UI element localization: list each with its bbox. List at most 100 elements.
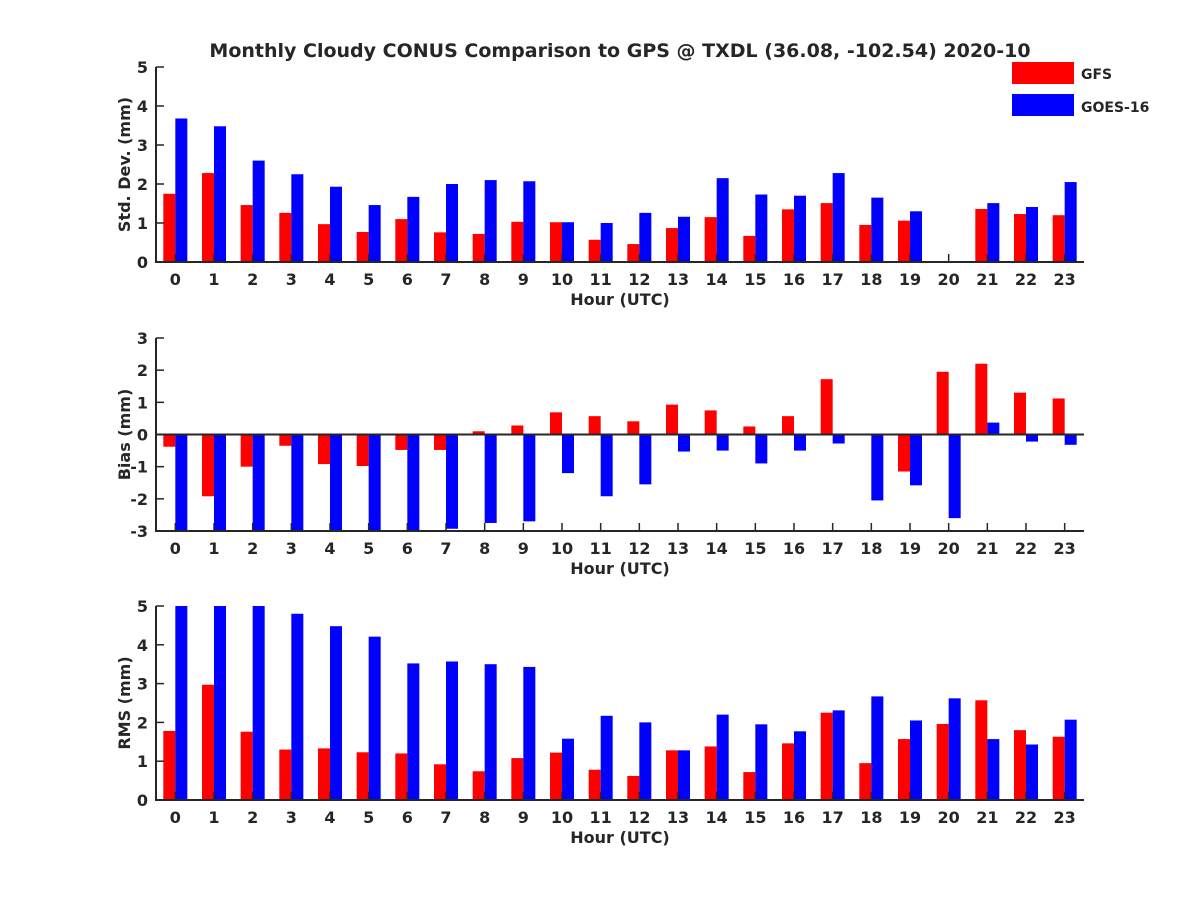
bar-rms-gfs-hour-9 (511, 758, 524, 800)
x-tick-label-std-dev: 23 (1054, 270, 1076, 289)
bar-rms-gfs-hour-16 (782, 743, 794, 800)
x-tick-label-std-dev: 0 (170, 270, 181, 289)
bar-bias-goes16-hour-10 (562, 434, 574, 474)
x-tick-label-std-dev: 18 (860, 270, 882, 289)
x-tick-label-std-dev: 10 (551, 270, 573, 289)
y-tick-label-std-dev: 3 (137, 136, 148, 155)
bar-bias-gfs-hour-5 (356, 434, 369, 467)
x-tick-label-std-dev: 8 (479, 270, 490, 289)
x-tick-label-std-dev: 5 (363, 270, 374, 289)
x-tick-label-bias: 18 (860, 539, 882, 558)
bar-rms-goes16-hour-17 (832, 710, 845, 800)
bar-rms-goes16-hour-19 (910, 720, 922, 800)
bar-bias-gfs-hour-1 (202, 434, 214, 497)
bar-rms-goes16-hour-3 (291, 613, 304, 800)
x-tick-label-rms: 16 (783, 808, 805, 827)
bar-rms-gfs-hour-0 (163, 730, 176, 800)
bar-std-dev-goes16-hour-0 (175, 118, 188, 262)
bar-rms-gfs-hour-11 (588, 769, 601, 800)
bar-bias-gfs-hour-19 (898, 434, 910, 472)
x-tick-label-rms: 9 (518, 808, 529, 827)
x-tick-label-std-dev: 13 (667, 270, 689, 289)
bar-rms-goes16-hour-12 (639, 722, 652, 800)
bar-rms-gfs-hour-6 (395, 753, 408, 800)
x-tick-label-rms: 18 (860, 808, 882, 827)
x-tick-label-bias: 16 (783, 539, 805, 558)
bar-std-dev-goes16-hour-14 (716, 178, 729, 262)
x-tick-label-std-dev: 22 (1015, 270, 1037, 289)
x-tick-label-rms: 17 (822, 808, 844, 827)
bar-rms-gfs-hour-23 (1052, 736, 1065, 800)
x-tick-label-bias: 22 (1015, 539, 1037, 558)
x-tick-label-std-dev: 4 (324, 270, 335, 289)
bar-std-dev-gfs-hour-22 (1014, 214, 1026, 262)
y-tick-label-bias: -2 (130, 490, 148, 509)
bar-rms-gfs-hour-2 (240, 731, 253, 800)
y-tick-label-rms: 0 (137, 791, 148, 810)
x-tick-label-rms: 7 (440, 808, 451, 827)
bar-bias-gfs-hour-11 (588, 416, 601, 435)
bar-bias-gfs-hour-20 (936, 371, 949, 435)
bar-std-dev-goes16-hour-4 (330, 186, 342, 262)
bar-std-dev-goes16-hour-15 (755, 194, 768, 262)
x-tick-label-bias: 13 (667, 539, 689, 558)
bar-rms-gfs-hour-22 (1014, 730, 1026, 800)
bar-rms-goes16-hour-1 (214, 606, 226, 800)
y-tick-label-rms: 3 (137, 675, 148, 694)
bar-std-dev-gfs-hour-18 (859, 224, 872, 262)
bar-bias-goes16-hour-21 (987, 422, 1000, 435)
bar-rms-gfs-hour-13 (666, 750, 678, 800)
x-tick-label-std-dev: 11 (590, 270, 612, 289)
bar-bias-gfs-hour-14 (704, 410, 717, 435)
bar-rms-gfs-hour-5 (356, 752, 369, 800)
bar-rms-goes16-hour-20 (948, 698, 961, 800)
bar-bias-goes16-hour-9 (523, 434, 536, 522)
bar-bias-gfs-hour-15 (743, 426, 756, 435)
bar-rms-goes16-hour-16 (794, 731, 806, 800)
x-tick-label-bias: 21 (976, 539, 998, 558)
bar-std-dev-gfs-hour-6 (395, 219, 408, 262)
bar-rms-gfs-hour-15 (743, 772, 756, 800)
bar-bias-goes16-hour-8 (484, 434, 497, 523)
x-tick-label-bias: 19 (899, 539, 921, 558)
bar-bias-goes16-hour-6 (407, 434, 420, 531)
x-tick-label-rms: 19 (899, 808, 921, 827)
bar-rms-goes16-hour-22 (1026, 744, 1038, 800)
bar-rms-goes16-hour-8 (484, 664, 497, 800)
x-tick-label-std-dev: 12 (628, 270, 650, 289)
bar-std-dev-gfs-hour-5 (356, 231, 369, 262)
y-tick-label-std-dev: 5 (137, 58, 148, 77)
bar-bias-gfs-hour-16 (782, 416, 794, 435)
x-tick-label-std-dev: 9 (518, 270, 529, 289)
bar-std-dev-goes16-hour-3 (291, 174, 304, 262)
bar-rms-goes16-hour-5 (368, 636, 381, 800)
bar-std-dev-gfs-hour-8 (472, 233, 485, 262)
bar-std-dev-gfs-hour-13 (666, 228, 678, 262)
bar-rms-gfs-hour-8 (472, 771, 485, 800)
x-tick-label-bias: 5 (363, 539, 374, 558)
bar-bias-goes16-hour-0 (175, 434, 188, 531)
x-tick-label-std-dev: 21 (976, 270, 998, 289)
legend-label-goes16: GOES-16 (1081, 100, 1149, 116)
bar-std-dev-gfs-hour-16 (782, 209, 794, 262)
bar-rms-goes16-hour-6 (407, 663, 420, 800)
x-tick-label-std-dev: 15 (744, 270, 766, 289)
y-tick-label-bias: 2 (137, 361, 148, 380)
bar-std-dev-goes16-hour-22 (1026, 207, 1038, 262)
x-tick-label-std-dev: 1 (208, 270, 219, 289)
bar-rms-gfs-hour-3 (279, 749, 292, 800)
bar-rms-gfs-hour-12 (627, 775, 640, 800)
bar-std-dev-gfs-hour-23 (1052, 215, 1065, 262)
x-tick-label-std-dev: 3 (286, 270, 297, 289)
bar-bias-gfs-hour-7 (434, 434, 446, 450)
bar-bias-gfs-hour-9 (511, 425, 524, 435)
bar-std-dev-goes16-hour-5 (368, 205, 381, 262)
bar-bias-goes16-hour-13 (678, 434, 690, 452)
y-tick-label-bias: 0 (137, 426, 148, 445)
x-tick-label-rms: 13 (667, 808, 689, 827)
bar-rms-gfs-hour-10 (550, 752, 562, 800)
